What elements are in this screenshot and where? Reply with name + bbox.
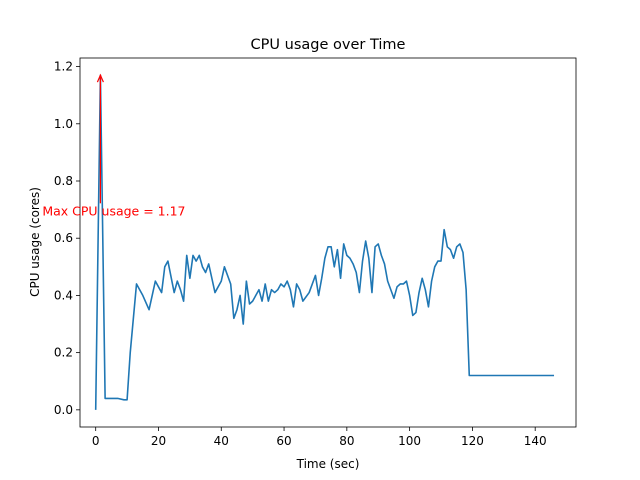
y-tick-label: 0.0 (54, 403, 73, 417)
series-layer (94, 74, 555, 410)
x-axis: 0 20 40 60 80 100 120 140 (92, 427, 547, 448)
max-cpu-annotation: Max CPU usage = 1.17 (42, 203, 185, 218)
x-tick-label: 120 (461, 434, 484, 448)
y-tick-label: 0.8 (54, 174, 73, 188)
x-tick-label: 60 (276, 434, 291, 448)
x-tick-label: 20 (151, 434, 166, 448)
y-tick-label: 0.6 (54, 231, 73, 245)
x-tick-label: 0 (92, 434, 100, 448)
cpu-usage-line (94, 74, 555, 410)
y-axis-label: CPU usage (cores) (28, 187, 42, 297)
y-axis: 0.0 0.2 0.4 0.6 0.8 1.0 1.2 (54, 60, 80, 417)
annotation-arrow-head (96, 73, 104, 83)
x-axis-label: Time (sec) (296, 457, 360, 471)
y-tick-label: 1.2 (54, 60, 73, 74)
y-tick-label: 0.4 (54, 288, 73, 302)
y-tick-label: 0.2 (54, 346, 73, 360)
chart-title: CPU usage over Time (251, 37, 406, 53)
x-tick-label: 100 (398, 434, 421, 448)
x-tick-label: 140 (524, 434, 547, 448)
plot-frame (79, 57, 577, 428)
y-tick-label: 1.0 (54, 117, 73, 131)
plot-area (79, 57, 577, 428)
x-tick-label: 80 (339, 434, 354, 448)
x-tick-label: 40 (214, 434, 229, 448)
annotation-layer: Max CPU usage = 1.17 (42, 73, 186, 218)
